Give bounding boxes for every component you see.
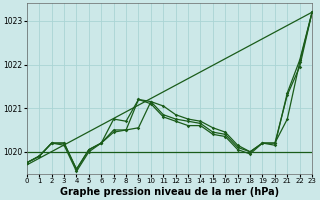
X-axis label: Graphe pression niveau de la mer (hPa): Graphe pression niveau de la mer (hPa) xyxy=(60,187,279,197)
